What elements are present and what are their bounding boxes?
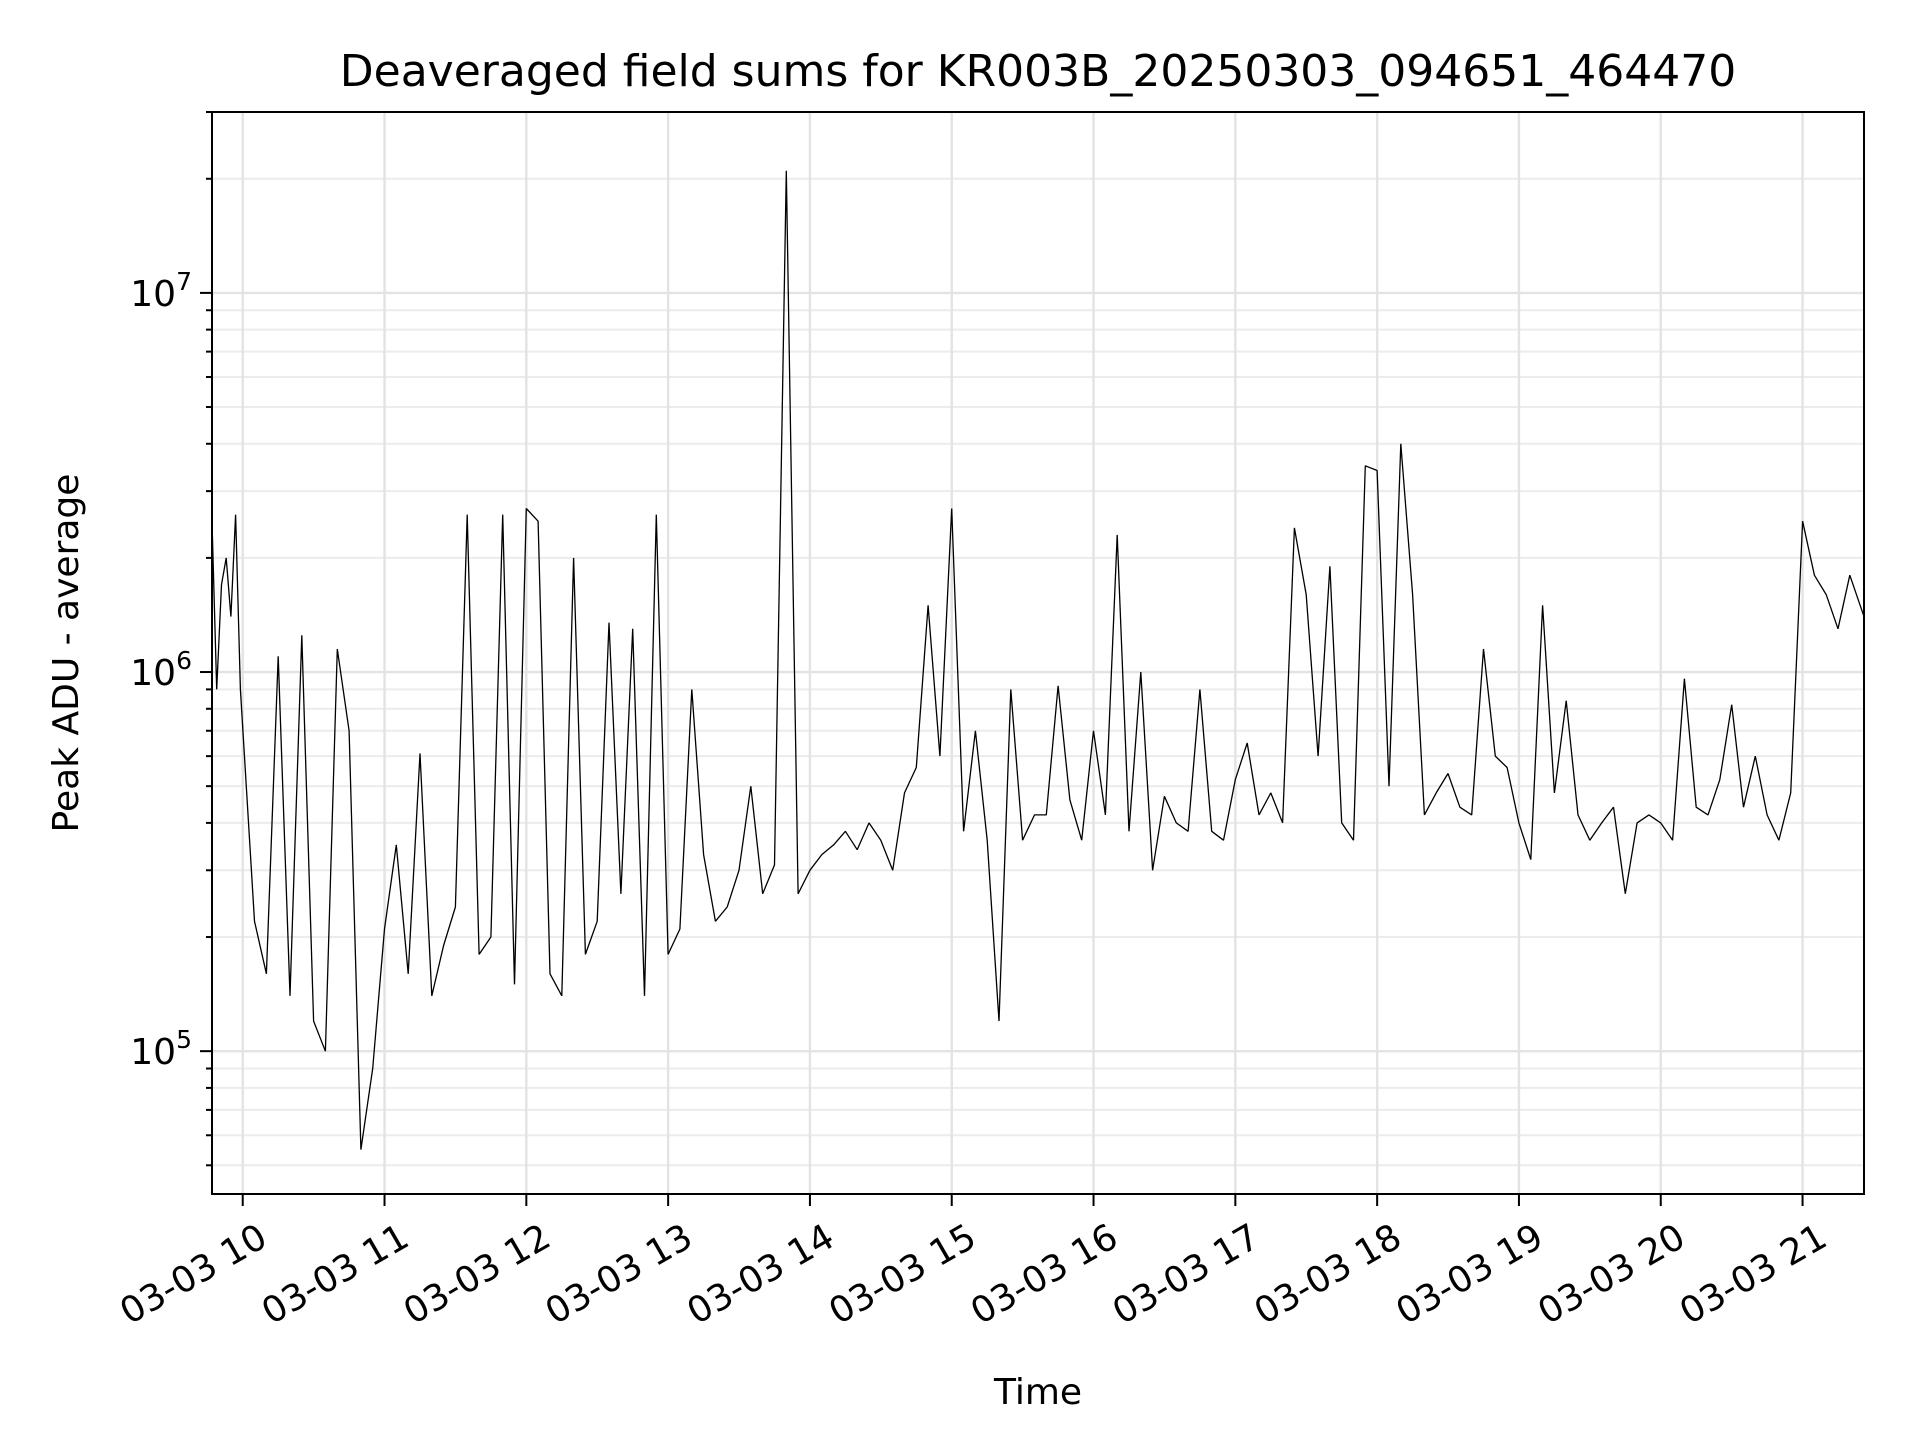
plot-frame	[211, 111, 1865, 1195]
y-tick-label: 107	[130, 267, 192, 315]
y-tick-label: 106	[130, 646, 192, 694]
y-tick-exponent: 7	[176, 267, 192, 296]
y-tick-exponent: 5	[176, 1025, 192, 1054]
series-line	[211, 170, 1865, 1150]
y-tick-exponent: 6	[176, 646, 192, 675]
y-tick-base: 10	[130, 274, 176, 315]
grid	[212, 111, 1864, 1194]
y-axis-label: Peak ADU - average	[46, 474, 87, 833]
series-layer	[211, 170, 1865, 1150]
chart-title: Deaveraged field sums for KR003B_2025030…	[340, 46, 1736, 97]
y-tick-base: 10	[130, 653, 176, 694]
y-tick-base: 10	[130, 1032, 176, 1073]
x-axis-label: Time	[993, 1372, 1082, 1413]
y-tick-label: 105	[130, 1025, 192, 1073]
